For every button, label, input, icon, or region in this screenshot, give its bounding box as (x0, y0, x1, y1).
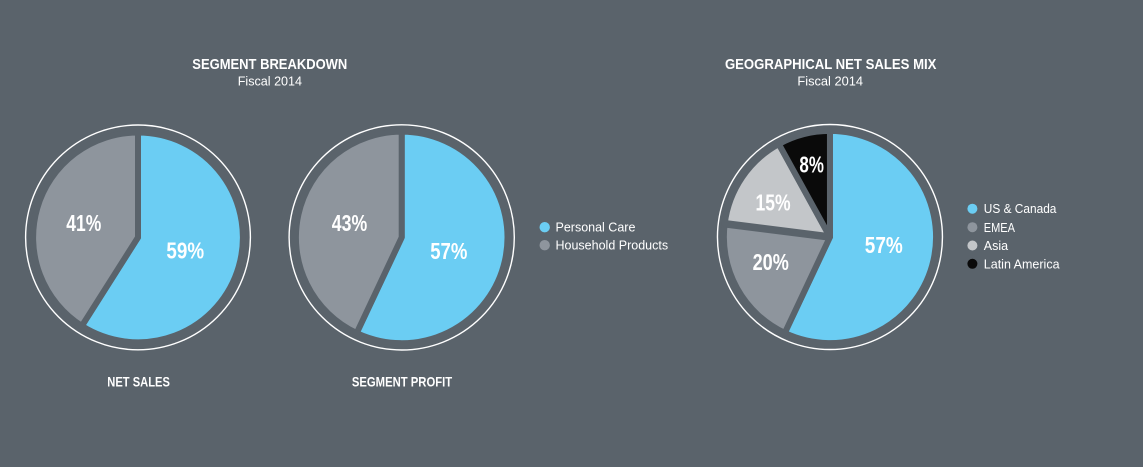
svg-text:59%: 59% (166, 237, 204, 263)
svg-text:15%: 15% (755, 189, 790, 215)
svg-text:US & Canada: US & Canada (984, 202, 1057, 216)
svg-text:43%: 43% (332, 210, 367, 236)
svg-text:EMEA: EMEA (984, 221, 1016, 235)
svg-text:Household Products: Household Products (556, 239, 669, 253)
svg-text:GEOGRAPHICAL NET SALES MIX: GEOGRAPHICAL NET SALES MIX (725, 56, 937, 73)
svg-text:20%: 20% (753, 249, 789, 275)
svg-text:Fiscal 2014: Fiscal 2014 (238, 74, 302, 89)
svg-text:57%: 57% (865, 232, 903, 258)
svg-text:8%: 8% (799, 151, 824, 177)
svg-text:Fiscal 2014: Fiscal 2014 (797, 74, 863, 89)
svg-text:NET SALES: NET SALES (107, 375, 170, 390)
svg-text:SEGMENT BREAKDOWN: SEGMENT BREAKDOWN (192, 56, 347, 73)
svg-text:Asia: Asia (984, 239, 1008, 253)
svg-text:41%: 41% (66, 210, 101, 236)
svg-text:Latin America: Latin America (984, 258, 1060, 272)
svg-text:Personal Care: Personal Care (556, 221, 636, 235)
svg-text:SEGMENT PROFIT: SEGMENT PROFIT (352, 375, 453, 390)
svg-text:57%: 57% (430, 238, 467, 264)
